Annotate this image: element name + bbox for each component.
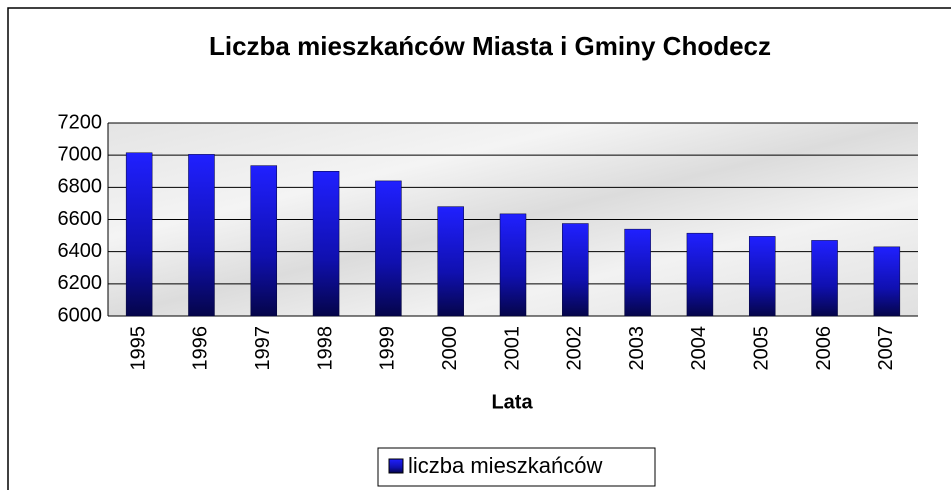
bar bbox=[125, 152, 153, 317]
y-tick-label: 6600 bbox=[58, 208, 103, 230]
bar bbox=[562, 223, 589, 317]
x-tick-label: 2000 bbox=[439, 326, 461, 371]
x-tick-label: 2007 bbox=[875, 326, 897, 371]
y-tick-label: 6800 bbox=[58, 176, 103, 198]
chart-title: Liczba mieszkańców Miasta i Gminy Chodec… bbox=[209, 31, 771, 61]
x-tick-label: 2001 bbox=[501, 326, 523, 371]
bar bbox=[437, 206, 464, 317]
x-tick-label: 2003 bbox=[626, 326, 648, 371]
bar bbox=[188, 154, 215, 317]
bar bbox=[312, 171, 340, 317]
y-tick-label: 6000 bbox=[58, 304, 103, 326]
y-tick-label: 6200 bbox=[58, 272, 103, 294]
x-tick-label: 1995 bbox=[127, 326, 149, 371]
x-tick-label: 1999 bbox=[377, 326, 399, 371]
x-tick-label: 1998 bbox=[314, 326, 336, 371]
y-tick-label: 7000 bbox=[58, 143, 103, 165]
bar bbox=[624, 228, 651, 317]
bar bbox=[250, 165, 278, 317]
legend-box bbox=[377, 447, 656, 487]
x-tick-label: 1996 bbox=[190, 326, 212, 371]
x-tick-label: 2004 bbox=[688, 326, 710, 371]
x-axis-title: Lata bbox=[491, 391, 533, 413]
bar bbox=[499, 213, 527, 317]
legend-label: liczba mieszkańców bbox=[408, 453, 603, 478]
bar bbox=[811, 240, 838, 317]
bar bbox=[375, 180, 402, 317]
bar bbox=[748, 236, 776, 317]
y-tick-label: 6400 bbox=[58, 240, 103, 262]
legend-swatch bbox=[388, 458, 404, 474]
x-tick-label: 2006 bbox=[813, 326, 835, 371]
x-tick-label: 2005 bbox=[751, 326, 773, 371]
x-tick-label: 2002 bbox=[564, 326, 586, 371]
y-tick-label: 7200 bbox=[58, 111, 103, 133]
x-tick-label: 1997 bbox=[252, 326, 274, 371]
bar bbox=[873, 246, 901, 317]
bar bbox=[686, 232, 714, 317]
